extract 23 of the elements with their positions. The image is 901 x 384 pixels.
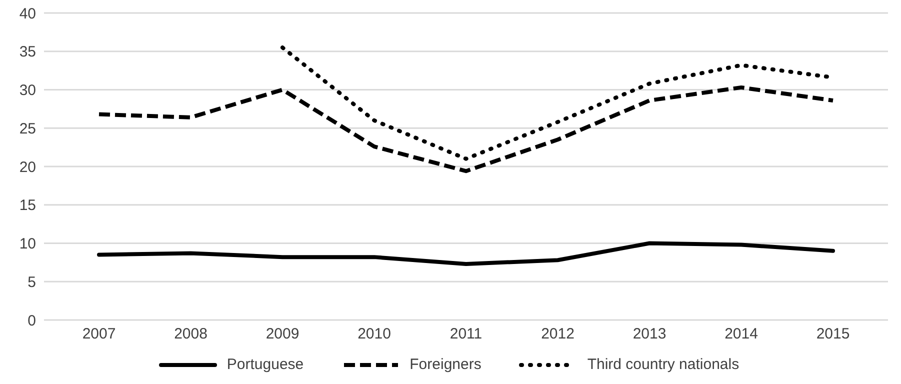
legend-label: Portuguese	[226, 356, 304, 373]
legend-label: Foreigners	[410, 356, 482, 373]
y-tick-label: 0	[28, 312, 36, 330]
x-tick-label: 2013	[632, 326, 666, 343]
x-tick-label: 2009	[266, 326, 300, 343]
y-tick-label: 20	[19, 158, 36, 176]
x-tick-label: 2010	[358, 326, 391, 343]
legend-label: Third country nationals	[587, 356, 740, 373]
x-tick-label: 2007	[82, 326, 116, 343]
x-tick-label: 2011	[450, 326, 482, 343]
line-series	[97, 85, 835, 174]
x-tick-label: 2015	[816, 326, 850, 343]
y-tick-label: 15	[19, 197, 36, 214]
y-tick-label: 30	[19, 82, 36, 100]
x-tick-label: 2012	[541, 326, 574, 343]
y-tick-label: 5	[28, 274, 36, 291]
x-tick-label: 2008	[174, 326, 208, 343]
x-tick-label: 2014	[724, 326, 758, 343]
y-tick-label: 10	[19, 236, 36, 253]
y-tick-label: 35	[19, 44, 36, 61]
y-tick-label: 25	[19, 120, 36, 138]
line-series	[97, 241, 835, 266]
y-tick-label: 40	[19, 5, 36, 22]
